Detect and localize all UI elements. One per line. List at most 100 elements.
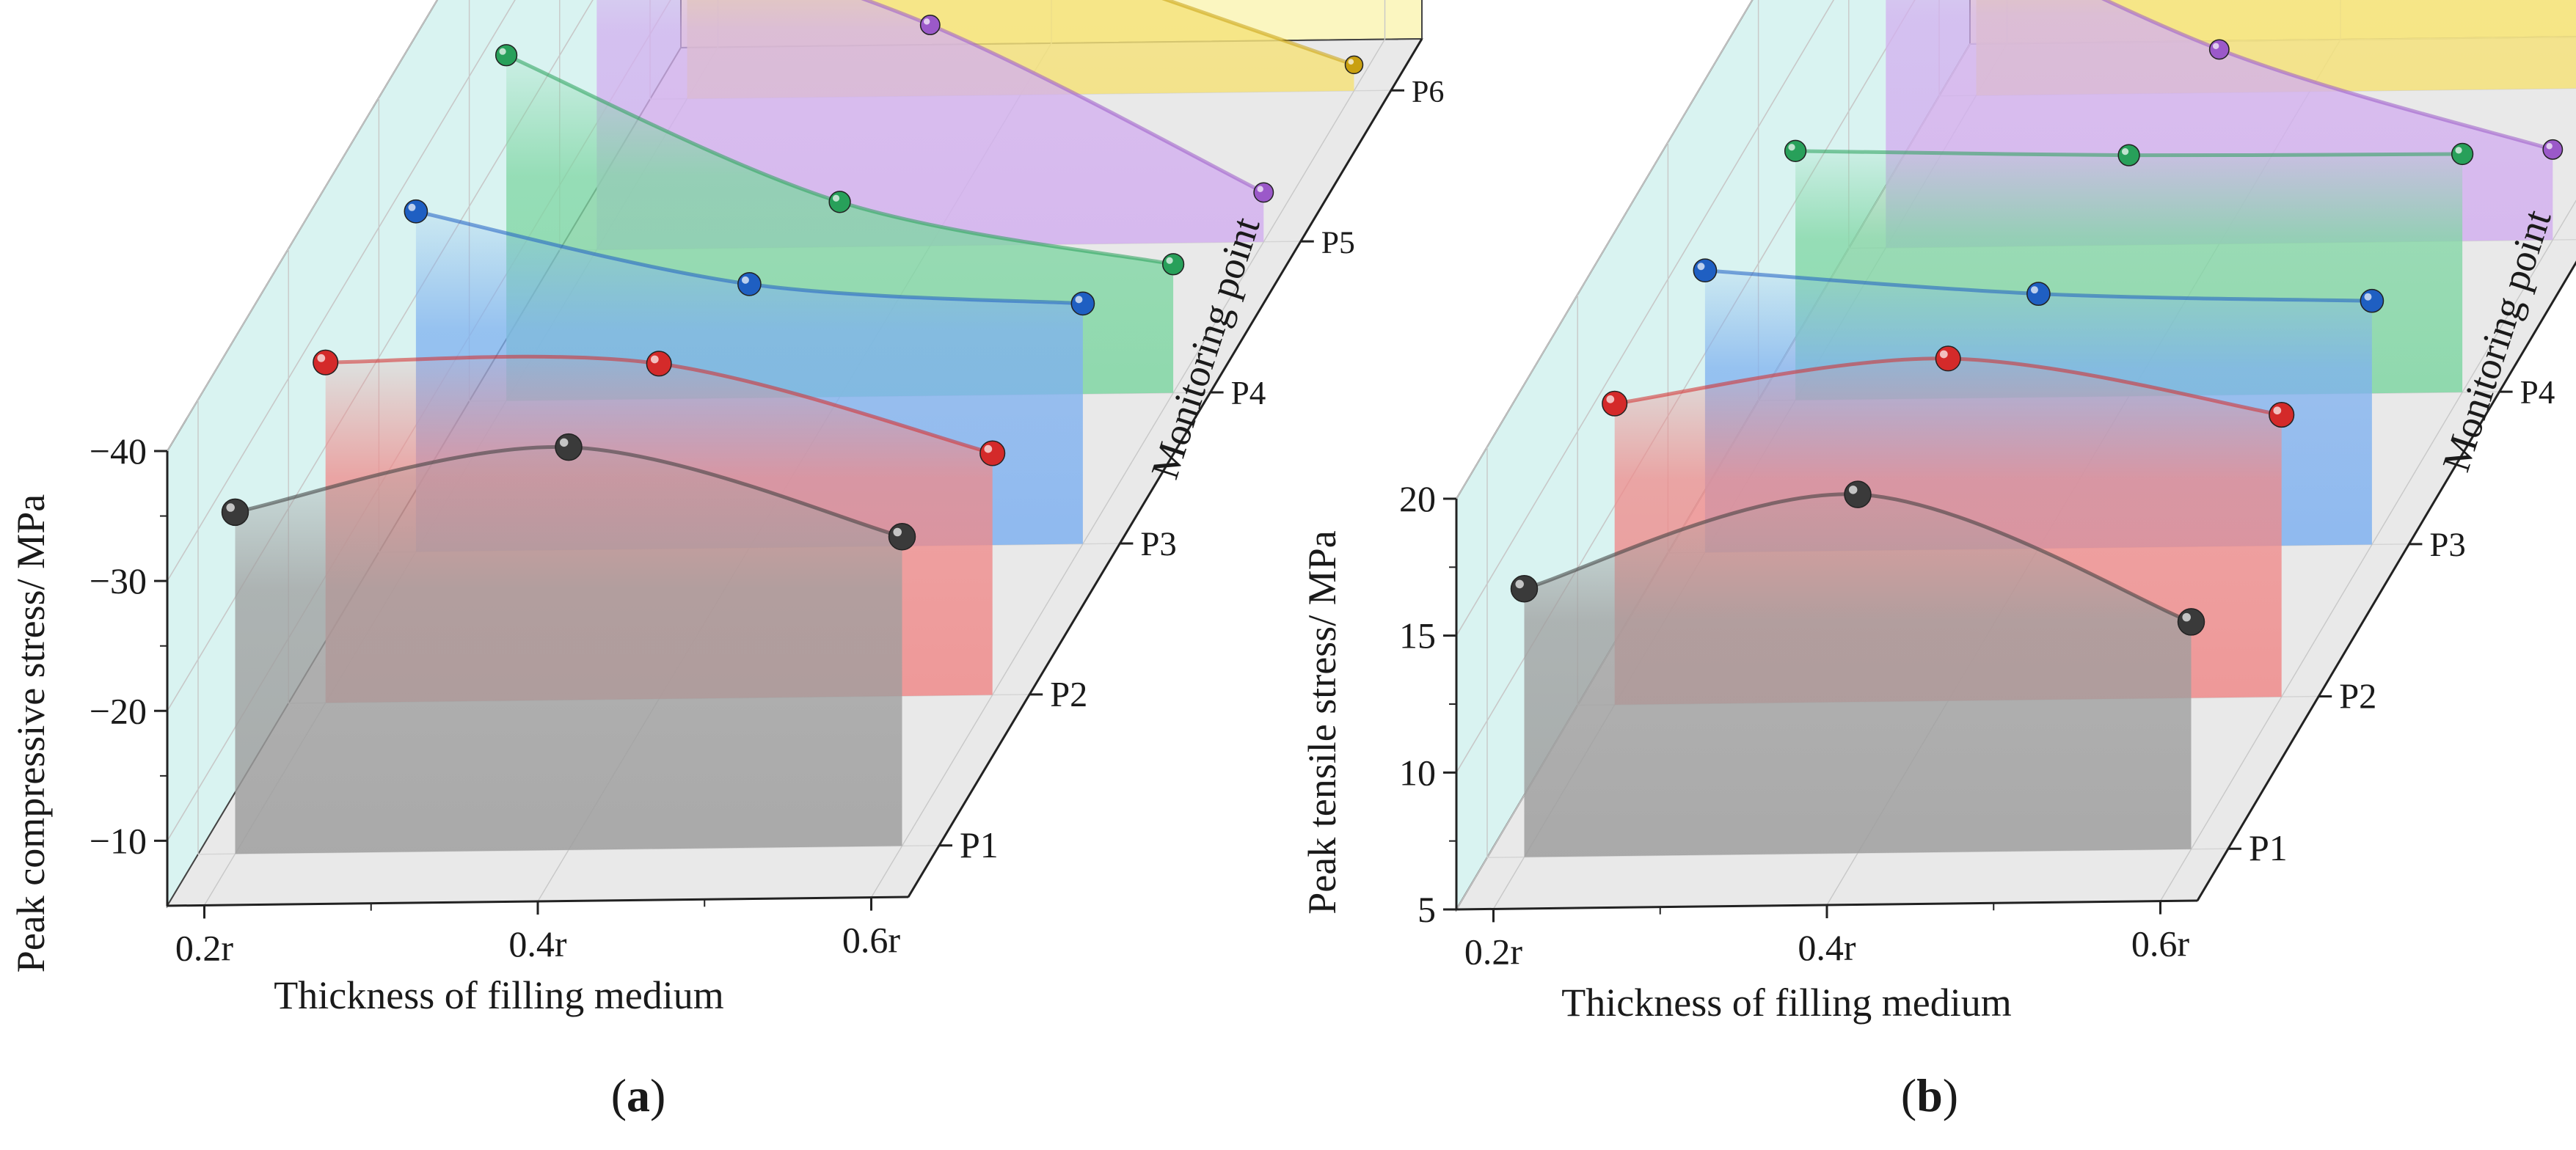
x-tick-label: 0.4r (1798, 927, 1856, 968)
data-point-P1-3 (2177, 608, 2205, 636)
data-point-highlight (559, 438, 569, 447)
data-point-P3-2 (2026, 282, 2051, 306)
data-point-P1-1 (221, 498, 249, 527)
z-tick-label: P6 (1412, 76, 1444, 109)
data-point-P5-2 (919, 15, 941, 35)
data-point-highlight (1939, 350, 1948, 359)
grid-line-y-3 (1456, 0, 1754, 499)
x-tick-label: 0.6r (2131, 923, 2190, 964)
data-point-highlight (893, 527, 902, 537)
data-point-highlight (1848, 486, 1858, 494)
data-point-P4-2 (2117, 144, 2140, 166)
data-point-highlight (1606, 395, 1615, 403)
chart-panel-a: −10 −20 −30 −40 0.2r 0.4r 0.6r P1 P2 P3 P4 P5 P6 Thic… (9, 0, 1444, 1121)
grid-line-y-2 (1456, 0, 1835, 637)
z-axis-line (907, 38, 1423, 898)
data-point-P2-3 (979, 440, 1006, 466)
y-tick-label: −10 (90, 820, 147, 861)
data-point-highlight (1788, 144, 1795, 151)
z-tick-label: P5 (1321, 225, 1355, 260)
data-point-highlight (2121, 147, 2129, 155)
data-point-highlight (408, 203, 416, 211)
data-point-P4-1 (495, 44, 518, 67)
y-tick-label: 10 (1399, 752, 1436, 793)
z-tick-label: P3 (2429, 526, 2465, 564)
data-point-highlight (1515, 579, 1524, 589)
data-point-highlight (984, 444, 993, 453)
x-tick-label: 0.6r (842, 920, 901, 961)
data-point-highlight (1257, 186, 1263, 193)
series-line-P6 (1161, 0, 1355, 67)
z-tick-label: P3 (1140, 525, 1176, 563)
panel-label-close: ) (650, 1069, 665, 1121)
data-point-highlight (226, 503, 235, 512)
data-point-P2-3 (2269, 402, 2295, 428)
x-tick-label: 0.4r (508, 923, 567, 964)
y-tick-label: 20 (1399, 478, 1436, 519)
data-point-highlight (317, 354, 326, 362)
panel-label-letter: a (627, 1069, 650, 1121)
data-point-highlight (832, 194, 840, 202)
grid-line-y-3 (167, 0, 438, 452)
data-point-P6-3 (1344, 55, 1364, 75)
y-tick-label: −30 (90, 560, 147, 601)
x-tick-label: 0.2r (175, 927, 234, 968)
y-axis-label: Peak compressive stress/ MPa (9, 494, 53, 973)
data-point-highlight (1166, 257, 1173, 264)
data-point-P2-2 (646, 351, 672, 377)
y-tick-label: 15 (1399, 615, 1436, 656)
data-point-P2-1 (1602, 390, 1628, 417)
panel-label: (a) (611, 1069, 666, 1121)
data-point-highlight (2364, 293, 2372, 301)
data-point-highlight (2212, 43, 2219, 50)
data-point-P4-2 (828, 191, 851, 213)
z-tick-label: P4 (2520, 374, 2555, 411)
data-point-highlight (499, 48, 506, 55)
data-point-P5-3 (2542, 139, 2564, 160)
z-tick-label: P2 (1050, 675, 1087, 714)
data-point-P4-1 (1784, 139, 1807, 162)
x-tick-label: 0.2r (1464, 931, 1523, 972)
z-axis-line (2196, 260, 2576, 901)
y-tick-label: −40 (90, 431, 147, 472)
data-point-P3-1 (404, 199, 428, 224)
y-tick-label: 5 (1417, 889, 1436, 930)
data-point-highlight (1697, 263, 1705, 271)
data-point-P1-2 (1844, 480, 1872, 508)
panel-label-letter: b (1916, 1069, 1943, 1121)
chart-panel-b: 5 10 15 20 0.2r 0.4r 0.6r P1 P2 P3 P4 P5 P6 Thickness… (1300, 0, 2576, 1121)
data-point-highlight (741, 276, 749, 284)
data-point-P3-3 (2360, 288, 2385, 313)
x-axis-label: Thickness of filling medium (274, 973, 723, 1017)
data-point-P5-2 (2208, 39, 2230, 60)
data-point-P1-2 (555, 433, 583, 461)
data-point-highlight (2273, 406, 2282, 415)
data-point-P4-3 (2451, 142, 2474, 166)
z-tick-label: P1 (960, 824, 999, 865)
y-tick-label: −20 (90, 690, 147, 731)
grid-line-y-2 (167, 0, 516, 582)
data-point-P5-3 (1253, 182, 1274, 203)
data-point-highlight (2182, 612, 2191, 622)
data-point-P3-1 (1693, 258, 1718, 283)
z-tick-label: P4 (1231, 375, 1266, 411)
data-point-highlight (2455, 147, 2462, 154)
data-point-highlight (1348, 59, 1354, 65)
y-axis-label: Peak tensile stress/ MPa (1300, 530, 1344, 914)
data-point-highlight (650, 355, 659, 364)
data-point-highlight (2546, 143, 2553, 150)
z-tick-label: P1 (2249, 827, 2288, 868)
panel-label-close: ) (1943, 1069, 1958, 1121)
panel-label: (b) (1901, 1069, 1958, 1121)
data-point-highlight (2030, 286, 2038, 294)
x-axis-label: Thickness of filling medium (1561, 981, 2011, 1025)
data-point-P2-1 (313, 349, 339, 376)
data-point-P3-2 (737, 272, 762, 296)
panel-label-open: ( (611, 1069, 627, 1121)
data-point-P4-3 (1161, 253, 1185, 276)
data-point-P1-1 (1510, 574, 1539, 603)
grid-line-x-2 (2159, 199, 2576, 901)
z-tick-label: P2 (2339, 678, 2376, 717)
grid-line-x-2 (870, 0, 1386, 898)
